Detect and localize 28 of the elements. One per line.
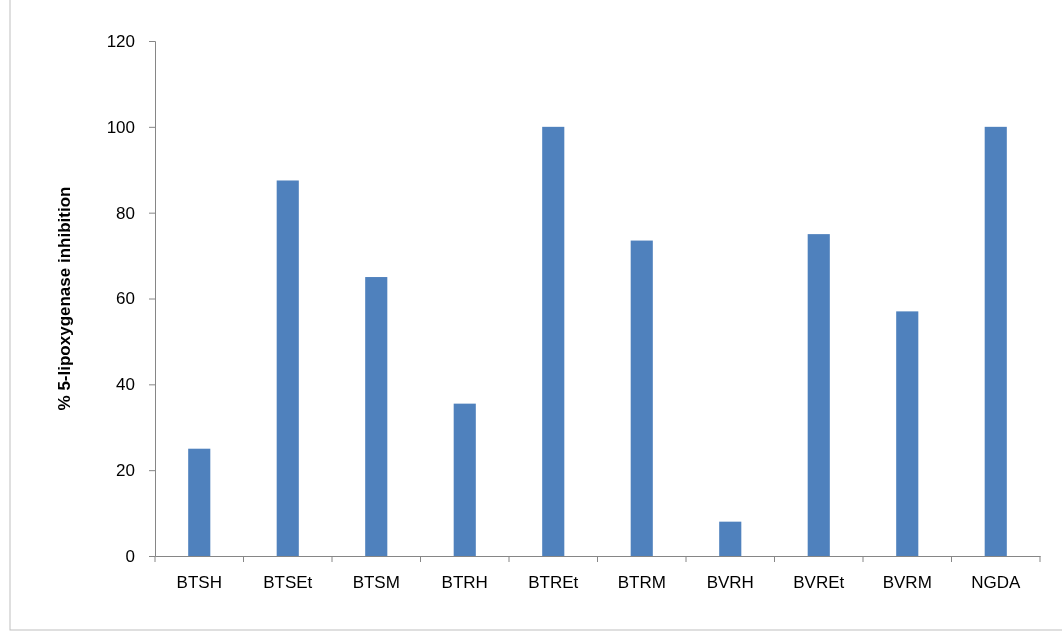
bar <box>453 403 476 556</box>
bar <box>719 521 742 556</box>
y-tick-label: 80 <box>116 203 135 223</box>
y-tick-label: 40 <box>116 375 135 395</box>
bar <box>630 240 653 556</box>
bar <box>896 311 919 556</box>
y-tick-label: 60 <box>116 289 135 309</box>
x-tick-label: BVRH <box>706 573 754 593</box>
x-tick-label: BTSH <box>176 573 222 593</box>
x-tick-label: BTREt <box>528 573 579 593</box>
bar <box>542 126 565 556</box>
y-tick-label: 100 <box>106 117 135 137</box>
bar <box>365 277 388 556</box>
x-tick-label: BTRM <box>617 573 666 593</box>
x-tick-label: NGDA <box>971 573 1021 593</box>
x-tick-label: BVRM <box>882 573 932 593</box>
bar <box>276 180 299 556</box>
x-tick-label: BTRH <box>441 573 488 593</box>
y-tick-label: 0 <box>125 546 135 566</box>
x-tick-label: BTSM <box>352 573 400 593</box>
x-tick-label: BVREt <box>793 573 845 593</box>
bar <box>188 448 211 556</box>
bar <box>807 234 830 556</box>
bar <box>984 126 1007 556</box>
y-tick-label: 20 <box>116 461 135 481</box>
x-tick-label: BTSEt <box>263 573 313 593</box>
y-axis-title: % 5-lipoxygenase inhibition <box>55 186 74 411</box>
y-tick-label: 120 <box>106 31 135 51</box>
